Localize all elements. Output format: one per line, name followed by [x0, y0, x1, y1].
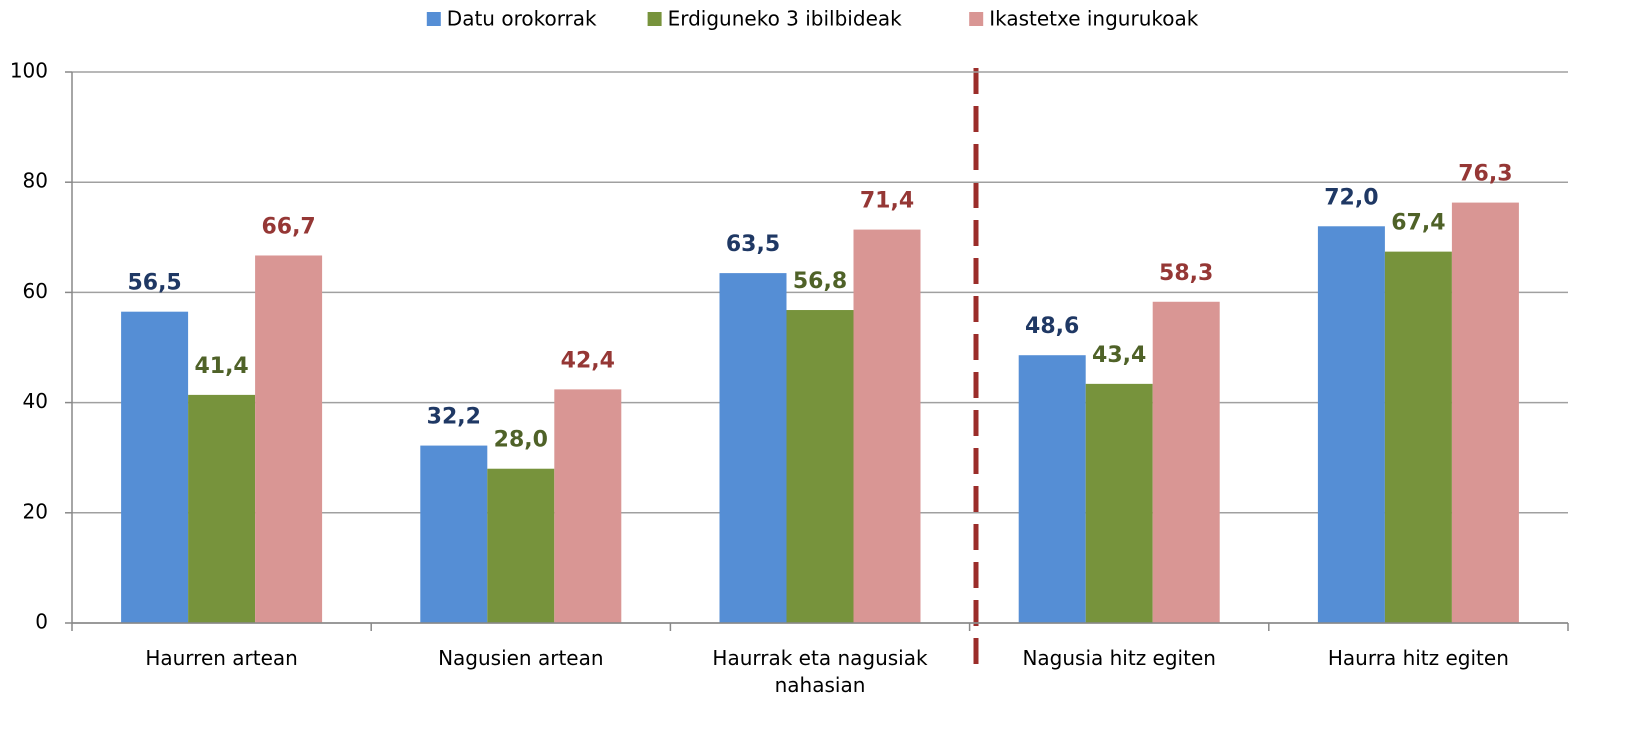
y-tick-label: 40: [23, 389, 48, 413]
bar: [1317, 226, 1385, 623]
bar: [1018, 355, 1086, 623]
bar: [255, 255, 323, 623]
value-label: 63,5: [726, 232, 780, 257]
legend-swatch: [647, 12, 662, 26]
value-label: 76,3: [1458, 162, 1512, 187]
y-tick-label: 80: [23, 169, 48, 193]
value-label: 67,4: [1391, 211, 1445, 236]
bar: [554, 389, 622, 623]
bar: [719, 273, 787, 623]
y-tick-label: 0: [35, 610, 48, 634]
bar: [487, 468, 555, 623]
y-tick-label: 20: [23, 499, 48, 523]
x-tick-label: Haurrak eta nagusiak nahasian: [712, 646, 928, 697]
value-label: 43,4: [1092, 343, 1146, 368]
x-tick-label: Nagusien artean: [438, 646, 604, 670]
bar: [1152, 301, 1220, 623]
y-tick-label: 100: [10, 59, 48, 83]
value-label: 66,7: [261, 214, 315, 239]
bar: [1085, 383, 1153, 623]
value-label: 56,8: [793, 269, 847, 294]
x-tick-label: Haurra hitz egiten: [1327, 646, 1509, 670]
y-tick-label: 60: [23, 279, 48, 303]
legend-label: Datu orokorrak: [447, 7, 597, 31]
legend-swatch: [426, 12, 441, 26]
value-label: 42,4: [561, 348, 615, 373]
bar: [188, 394, 256, 623]
x-tick-label: Nagusia hitz egiten: [1022, 646, 1216, 670]
value-label: 56,5: [127, 271, 181, 296]
value-label: 28,0: [494, 428, 548, 453]
bar: [853, 229, 921, 623]
bar: [786, 310, 854, 623]
bar: [1451, 202, 1519, 623]
value-label: 48,6: [1025, 314, 1079, 339]
value-label: 58,3: [1159, 261, 1213, 286]
bar: [420, 445, 488, 623]
x-tick-label: Haurren artean: [145, 646, 298, 670]
bar: [121, 311, 189, 623]
legend-swatch: [969, 12, 984, 26]
value-label: 41,4: [194, 354, 248, 379]
value-label: 71,4: [860, 189, 914, 214]
value-label: 32,2: [427, 405, 481, 430]
value-label: 72,0: [1324, 185, 1378, 210]
bar: [1384, 251, 1452, 623]
legend-label: Ikastetxe ingurukoak: [989, 7, 1199, 31]
legend-label: Erdiguneko 3 ibilbideak: [668, 7, 903, 31]
